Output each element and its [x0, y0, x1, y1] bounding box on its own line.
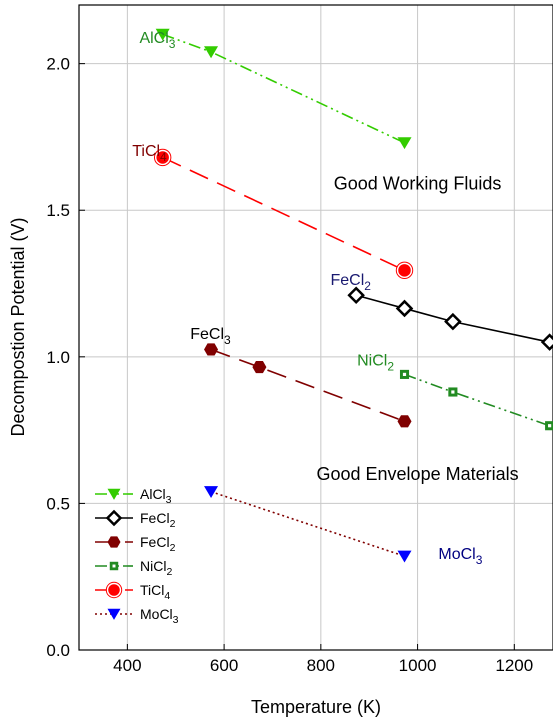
- marker-hexagon: [107, 536, 121, 548]
- series-label-base: FeCl: [190, 326, 224, 343]
- marker-circle-ring: [395, 261, 414, 280]
- series-label-subscript: 4: [160, 150, 167, 164]
- annotation: Good Working Fluids: [334, 174, 502, 194]
- marker-triangle-down: [107, 488, 121, 500]
- series-line-nicl2-3: [404, 373, 550, 427]
- series-markers: [153, 28, 553, 563]
- legend-label: MoCl3: [140, 606, 179, 626]
- series-label: TiCl4: [132, 143, 167, 164]
- marker-triangle-down: [397, 137, 412, 150]
- marker-hexagon: [397, 415, 412, 428]
- x-axis-label: Temperature (K): [251, 697, 381, 717]
- legend-label: TiCl4: [140, 582, 170, 602]
- y-tick-label: 0.0: [46, 641, 70, 660]
- x-tick-label: 400: [113, 656, 141, 675]
- marker-circle: [106, 582, 122, 598]
- legend-label: FeCl2: [140, 510, 176, 530]
- marker-hexagon: [252, 361, 267, 374]
- marker-square-center: [112, 564, 116, 568]
- legend-label-base: MoCl: [140, 606, 173, 622]
- marker-diamond: [105, 509, 123, 527]
- series-line-mocl3-5: [210, 490, 405, 557]
- x-tick-label: 600: [210, 656, 238, 675]
- y-tick-label: 0.5: [46, 494, 70, 513]
- series-line-ticl4-4: [162, 156, 405, 272]
- series-label-base: FeCl: [331, 272, 365, 289]
- marker-triangle-down: [204, 46, 219, 59]
- marker-hexagon: [204, 343, 219, 356]
- series-label-subscript: 3: [476, 553, 483, 567]
- series-label-base: MoCl: [438, 546, 475, 563]
- marker-circle-ring: [153, 148, 172, 167]
- marker-triangle-down: [204, 486, 219, 498]
- axes-ticks: 400 600 800 1000 1200 0.0 0.5 1.0 1.5 2.0: [46, 55, 533, 675]
- marker-circle: [396, 262, 413, 279]
- legend-label: FeCl2: [140, 534, 176, 554]
- series-label: MoCl3: [438, 546, 482, 567]
- y-axis-label: Decompostion Potential (V): [8, 217, 28, 436]
- series-label: FeCl2: [331, 272, 372, 293]
- series-line-fecl2-2: [210, 348, 405, 423]
- plot-frame: [78, 4, 553, 651]
- marker-circle-ring: [105, 581, 123, 599]
- marker-diamond: [444, 312, 462, 331]
- legend-label-subscript: 2: [166, 566, 172, 578]
- marker-square-center: [402, 372, 407, 377]
- series-label-subscript: 3: [224, 333, 231, 347]
- marker-diamond: [540, 333, 553, 351]
- series-label: AlCl3: [139, 30, 175, 51]
- series-label-subscript: 2: [387, 359, 394, 373]
- marker-square-center: [451, 390, 455, 394]
- x-tick-label: 800: [307, 656, 335, 675]
- legend-label-base: NiCl: [140, 558, 166, 574]
- legend-label-subscript: 3: [173, 614, 179, 626]
- series-label-subscript: 3: [169, 37, 176, 51]
- legend-label-subscript: 3: [166, 494, 172, 506]
- series-label: NiCl2: [357, 353, 394, 374]
- legend-label: AlCl3: [140, 486, 172, 506]
- marker-triangle-down: [155, 28, 170, 41]
- legend-label-base: AlCl: [140, 486, 166, 502]
- series-line-fecl2-1: [355, 294, 550, 343]
- legend-label-base: TiCl: [140, 582, 164, 598]
- series-label: FeCl3: [190, 326, 231, 347]
- marker-diamond: [347, 286, 365, 305]
- marker-square-center: [548, 424, 552, 428]
- marker-circle: [154, 149, 171, 166]
- marker-triangle-down: [107, 608, 121, 620]
- y-tick-label: 2.0: [46, 55, 70, 74]
- y-tick-label: 1.5: [46, 201, 70, 220]
- series-label-subscript: 2: [364, 279, 371, 293]
- legend-label-subscript: 2: [170, 542, 176, 554]
- legend-label-subscript: 4: [164, 590, 170, 602]
- marker-diamond: [395, 299, 414, 318]
- series-line-alcl3-0: [162, 33, 405, 144]
- legend-label: NiCl2: [140, 558, 172, 578]
- x-tick-label: 1200: [495, 656, 533, 675]
- x-tick-label: 1000: [399, 656, 437, 675]
- annotation: Good Envelope Materials: [317, 464, 519, 484]
- annotations: Good Working Fluids Good Envelope Materia…: [317, 174, 519, 484]
- series-label-base: TiCl: [132, 143, 160, 160]
- series-label-base: NiCl: [357, 353, 387, 370]
- marker-triangle-down: [397, 550, 412, 563]
- legend-label-subscript: 2: [170, 518, 176, 530]
- y-tick-label: 1.0: [46, 348, 70, 367]
- legend-label-base: FeCl: [140, 510, 170, 526]
- legend-label-base: FeCl: [140, 534, 170, 550]
- series-label-base: AlCl: [139, 30, 168, 47]
